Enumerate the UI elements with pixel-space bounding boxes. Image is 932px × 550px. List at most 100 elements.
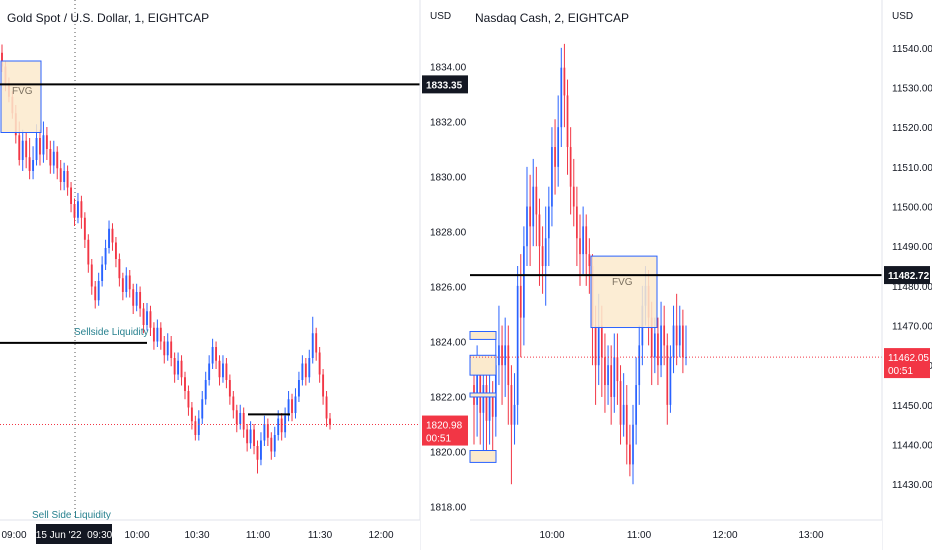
- nasdaq-price-tick-label: 11430.00: [892, 480, 932, 491]
- nasdaq-candle: [675, 293, 678, 366]
- gold-drawings[interactable]: [0, 60, 420, 426]
- nasdaq-candle-body: [523, 246, 525, 318]
- gold-candle-body: [142, 308, 145, 325]
- gold-candle-body: [242, 413, 245, 430]
- nasdaq-candle: [616, 333, 619, 405]
- gold-candle: [294, 388, 297, 419]
- gold-chart-title: Gold Spot / U.S. Dollar, 1, EIGHTCAP: [7, 11, 209, 25]
- gold-key-level-badge: [422, 75, 468, 94]
- nasdaq-price-tick-label: 11500.00: [892, 203, 932, 214]
- gold-candle: [242, 407, 245, 438]
- gold-chart-pane[interactable]: FVG Sellside Liquidity Sell Side Liquidity…: [0, 0, 420, 521]
- gold-candle: [159, 322, 162, 350]
- nasdaq-chart-pane[interactable]: FVG Nasdaq Cash, 2, EIGHTCAP: [469, 0, 882, 520]
- gold-candle: [177, 352, 180, 380]
- gold-candle-body: [101, 264, 104, 281]
- nasdaq-candle-body: [594, 325, 597, 366]
- gold-candle-body: [77, 201, 79, 218]
- gold-candle: [201, 391, 204, 424]
- nasdaq-price-tick-label: 11520.00: [892, 123, 932, 134]
- gold-candle-body: [59, 168, 62, 182]
- gold-candle-body: [256, 446, 259, 460]
- gold-candle-body: [177, 360, 180, 375]
- gold-time-tick-label: 10:00: [124, 530, 149, 541]
- nasdaq-candle-body: [675, 325, 678, 346]
- gold-candle: [45, 127, 48, 160]
- nasdaq-last-price-value: 11462.05: [888, 353, 929, 364]
- gold-candle: [66, 165, 69, 196]
- nasdaq-small-zone: [469, 330, 497, 340]
- gold-candle-body: [259, 440, 262, 460]
- gold-candle: [301, 355, 304, 386]
- gold-time-axis[interactable]: 09:00 10:00 10:30 11:00 11:30 12:00 15 Jun '2…: [0, 519, 420, 550]
- gold-candle-body: [108, 228, 110, 248]
- gold-candle: [194, 415, 197, 441]
- gold-price-axis[interactable]: USD 1834.001832.001830.001828.001826.001…: [419, 0, 470, 550]
- nasdaq-candle: [635, 357, 637, 445]
- nasdaq-candle-body: [513, 404, 516, 425]
- gold-candle: [190, 402, 193, 430]
- gold-fvg-label: FVG: [12, 86, 33, 97]
- nasdaq-candle-body: [557, 127, 560, 167]
- gold-price-tick-label: 1822.00: [430, 393, 467, 404]
- nasdaq-candle-body: [650, 317, 653, 358]
- gold-time-tick-label: 10:30: [184, 530, 209, 541]
- gold-time-ticks: 09:00 10:00 10:30 11:00 11:30 12:00: [1, 530, 393, 541]
- gold-candle-body: [128, 275, 131, 290]
- nasdaq-candle-body: [544, 238, 547, 267]
- nasdaq-price-axis-bg: [882, 0, 932, 520]
- nasdaq-candle: [529, 174, 531, 267]
- gold-candle-body: [184, 377, 186, 391]
- gold-candle-body: [39, 138, 41, 155]
- gold-candle: [28, 138, 31, 180]
- nasdaq-candle-body: [535, 186, 538, 215]
- gold-candle: [270, 432, 273, 460]
- nasdaq-price-axis[interactable]: USD 11540.00 11530.00 11520.00 11510.00 1150…: [881, 0, 932, 550]
- gold-candle-body: [239, 413, 242, 424]
- gold-candle-body: [163, 341, 166, 356]
- gold-fvg-zone: [0, 60, 42, 133]
- nasdaq-candle: [678, 305, 681, 358]
- gold-candle-body: [166, 341, 169, 356]
- gold-candle-body: [111, 228, 114, 243]
- nasdaq-candle-body: [510, 385, 513, 425]
- nasdaq-candle: [610, 345, 613, 425]
- gold-candle-body: [218, 360, 221, 378]
- gold-candle: [56, 146, 59, 180]
- nasdaq-candle-body: [600, 325, 603, 358]
- gold-candle-body: [266, 424, 269, 438]
- gold-candle-body: [121, 278, 124, 292]
- gold-candle-body: [56, 151, 59, 169]
- nasdaq-candle: [663, 305, 666, 366]
- gold-candle: [170, 336, 173, 367]
- gold-candle: [325, 391, 328, 427]
- gold-candle-body: [35, 138, 38, 160]
- gold-plot-background: [0, 0, 420, 520]
- gold-time-tick-label: 12:00: [368, 530, 393, 541]
- nasdaq-candle: [585, 214, 588, 286]
- nasdaq-candle-body: [498, 345, 500, 366]
- nasdaq-candle: [554, 119, 556, 195]
- nasdaq-candle-body: [669, 357, 672, 405]
- gold-candle: [304, 358, 307, 386]
- gold-candle-body: [104, 248, 107, 265]
- gold-candle-body: [83, 217, 86, 240]
- gold-candle-body: [73, 204, 76, 218]
- nasdaq-candle: [532, 158, 535, 247]
- nasdaq-drawings[interactable]: [469, 255, 882, 463]
- gold-candle-body: [304, 363, 307, 378]
- gold-candle-body: [32, 160, 35, 171]
- nasdaq-candle: [566, 79, 569, 175]
- gold-candle-body: [194, 421, 197, 435]
- gold-candle: [246, 424, 249, 452]
- nasdaq-candle-body: [597, 325, 600, 366]
- nasdaq-candle: [569, 127, 572, 215]
- gold-candle-body: [52, 151, 55, 166]
- gold-candle: [180, 355, 183, 386]
- gold-price-tick-label: 1826.00: [430, 283, 467, 294]
- gold-candle-body: [180, 360, 183, 378]
- gold-candle: [163, 336, 166, 364]
- nasdaq-time-axis[interactable]: 10:00 11:00 12:00 13:00: [470, 519, 882, 550]
- gold-candle-body: [291, 399, 293, 413]
